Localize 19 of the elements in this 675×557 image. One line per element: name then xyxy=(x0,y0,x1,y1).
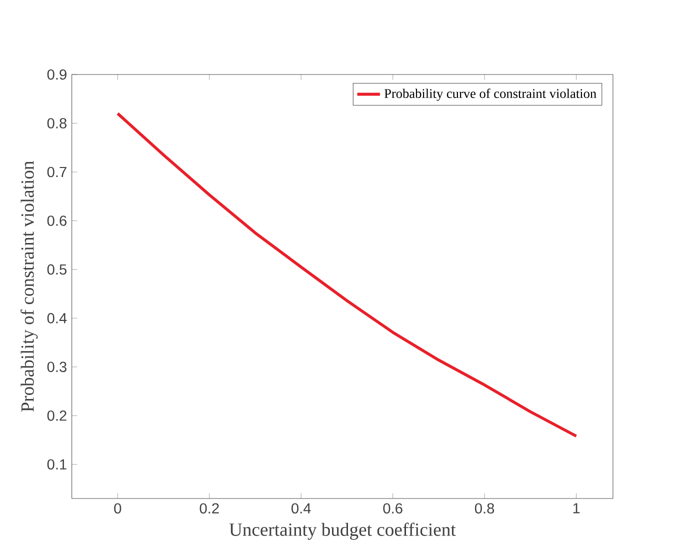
y-tick-label: 0.3 xyxy=(47,362,66,372)
y-axis-title: Probability of constraint violation xyxy=(20,160,38,412)
x-tick-label: 0.2 xyxy=(200,503,219,514)
legend-label: Probability curve of constraint violation xyxy=(384,88,596,101)
y-tick-label: 0.7 xyxy=(47,166,66,178)
line-series xyxy=(116,112,578,438)
x-axis-title: Uncertainty budget coefficient xyxy=(229,522,456,540)
y-tick-label: 0.6 xyxy=(47,216,66,226)
y-tick-label: 0.4 xyxy=(47,313,67,324)
y-tick-label: 0.1 xyxy=(47,459,66,470)
y-tick-label: 0.8 xyxy=(47,118,66,128)
y-tick-label: 0.9 xyxy=(47,69,66,80)
x-tick-label: 1 xyxy=(573,503,580,514)
x-tick-label: 0 xyxy=(114,503,122,514)
y-tick-label: 0.5 xyxy=(47,264,66,275)
x-tick-label: 0.8 xyxy=(474,503,494,514)
y-tick-label: 0.2 xyxy=(47,410,66,421)
x-tick-label: 0.6 xyxy=(383,503,402,514)
x-tick-label: 0.4 xyxy=(292,503,311,514)
